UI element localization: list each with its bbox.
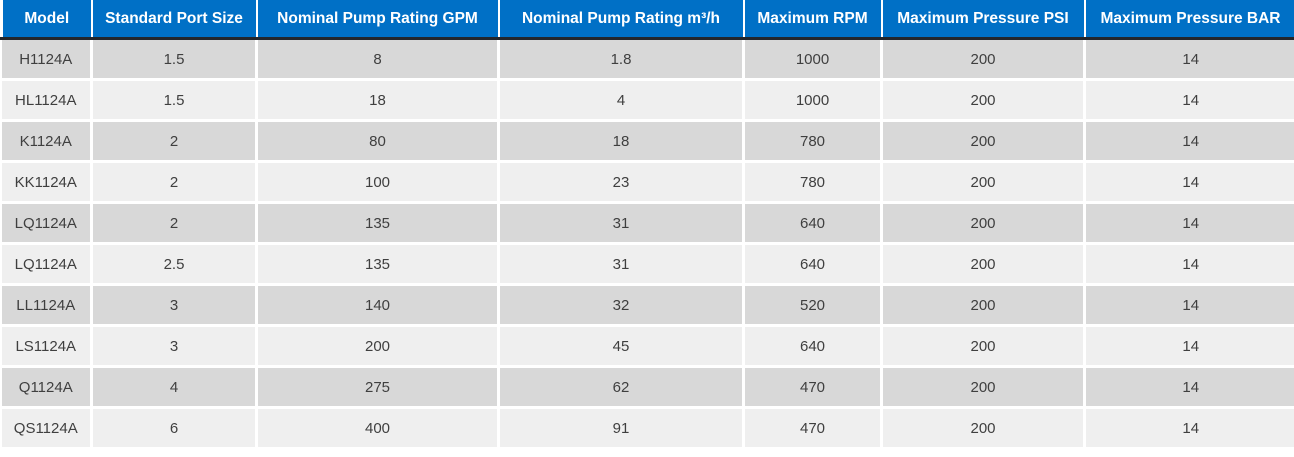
table-cell: 200 bbox=[881, 407, 1086, 450]
table-cell: 14 bbox=[1084, 325, 1294, 368]
table-row: HL1124A 1.5 18 4 1000 200 14 bbox=[1, 79, 1294, 122]
table-cell: 470 bbox=[743, 366, 883, 409]
table-header: Model Standard Port Size Nominal Pump Rati… bbox=[0, 0, 1294, 40]
table-cell: 14 bbox=[1084, 407, 1294, 450]
table-cell: 135 bbox=[256, 243, 500, 286]
table-body: H1124A 1.5 8 1.8 1000 200 14 HL1124A 1.5 18 4 1000 2… bbox=[1, 38, 1294, 450]
model-cell: LQ1124A bbox=[1, 243, 93, 286]
table-row: LL1124A 3 140 32 520 200 14 bbox=[1, 284, 1294, 327]
table-row: QS1124A 6 400 91 470 200 14 bbox=[1, 407, 1294, 450]
table-cell: 1.5 bbox=[91, 38, 258, 81]
table-cell: 2.5 bbox=[91, 243, 258, 286]
table-row: KK1124A 2 100 23 780 200 14 bbox=[1, 161, 1294, 204]
table-cell: 200 bbox=[881, 38, 1086, 81]
table-row: LS1124A 3 200 45 640 200 14 bbox=[1, 325, 1294, 368]
table-cell: 1000 bbox=[743, 79, 883, 122]
table-cell: 45 bbox=[498, 325, 745, 368]
table-row: H1124A 1.5 8 1.8 1000 200 14 bbox=[1, 38, 1294, 81]
table-cell: 200 bbox=[881, 202, 1086, 245]
table-cell: 135 bbox=[256, 202, 500, 245]
table-cell: 780 bbox=[743, 120, 883, 163]
table-cell: 18 bbox=[256, 79, 500, 122]
table-cell: 2 bbox=[91, 120, 258, 163]
table-cell: 14 bbox=[1084, 120, 1294, 163]
table-cell: 640 bbox=[743, 243, 883, 286]
table-cell: 200 bbox=[881, 366, 1086, 409]
model-cell: QS1124A bbox=[1, 407, 93, 450]
model-cell: LL1124A bbox=[1, 284, 93, 327]
table-row: K1124A 2 80 18 780 200 14 bbox=[1, 120, 1294, 163]
table-cell: 18 bbox=[498, 120, 745, 163]
table-cell: 640 bbox=[743, 325, 883, 368]
table-cell: 14 bbox=[1084, 202, 1294, 245]
table-cell: 200 bbox=[881, 325, 1086, 368]
table-row: Q1124A 4 275 62 470 200 14 bbox=[1, 366, 1294, 409]
table-cell: 1.5 bbox=[91, 79, 258, 122]
model-cell: K1124A bbox=[1, 120, 93, 163]
table-cell: 23 bbox=[498, 161, 745, 204]
table-cell: 14 bbox=[1084, 79, 1294, 122]
column-header-model: Model bbox=[0, 0, 93, 40]
table-cell: 31 bbox=[498, 202, 745, 245]
table-cell: 6 bbox=[91, 407, 258, 450]
table-cell: 520 bbox=[743, 284, 883, 327]
table-cell: 140 bbox=[256, 284, 500, 327]
model-cell: Q1124A bbox=[1, 366, 93, 409]
column-header-maximum-pressure-psi: Maximum Pressure PSI bbox=[881, 0, 1086, 40]
table-cell: 31 bbox=[498, 243, 745, 286]
table-cell: 14 bbox=[1084, 243, 1294, 286]
table-cell: 91 bbox=[498, 407, 745, 450]
table-cell: 200 bbox=[881, 120, 1086, 163]
model-cell: H1124A bbox=[1, 38, 93, 81]
table-cell: 32 bbox=[498, 284, 745, 327]
table-cell: 100 bbox=[256, 161, 500, 204]
table-cell: 1000 bbox=[743, 38, 883, 81]
table-cell: 780 bbox=[743, 161, 883, 204]
table-cell: 1.8 bbox=[498, 38, 745, 81]
table-cell: 640 bbox=[743, 202, 883, 245]
table-cell: 200 bbox=[881, 284, 1086, 327]
table-cell: 200 bbox=[256, 325, 500, 368]
table-row: LQ1124A 2.5 135 31 640 200 14 bbox=[1, 243, 1294, 286]
column-header-nominal-pump-rating-m3h: Nominal Pump Rating m³/h bbox=[498, 0, 745, 40]
column-header-nominal-pump-rating-gpm: Nominal Pump Rating GPM bbox=[256, 0, 500, 40]
header-row: Model Standard Port Size Nominal Pump Rati… bbox=[0, 0, 1294, 40]
column-header-standard-port-size: Standard Port Size bbox=[91, 0, 258, 40]
column-header-maximum-pressure-bar: Maximum Pressure BAR bbox=[1084, 0, 1294, 40]
table-cell: 4 bbox=[91, 366, 258, 409]
table-cell: 275 bbox=[256, 366, 500, 409]
table-cell: 2 bbox=[91, 202, 258, 245]
table-cell: 14 bbox=[1084, 38, 1294, 81]
model-cell: HL1124A bbox=[1, 79, 93, 122]
table-cell: 8 bbox=[256, 38, 500, 81]
model-cell: LQ1124A bbox=[1, 202, 93, 245]
table-cell: 80 bbox=[256, 120, 500, 163]
table-cell: 470 bbox=[743, 407, 883, 450]
model-cell: KK1124A bbox=[1, 161, 93, 204]
table-cell: 400 bbox=[256, 407, 500, 450]
table-cell: 62 bbox=[498, 366, 745, 409]
table-cell: 200 bbox=[881, 161, 1086, 204]
table-cell: 200 bbox=[881, 79, 1086, 122]
table-cell: 3 bbox=[91, 325, 258, 368]
table-cell: 2 bbox=[91, 161, 258, 204]
model-cell: LS1124A bbox=[1, 325, 93, 368]
table-row: LQ1124A 2 135 31 640 200 14 bbox=[1, 202, 1294, 245]
table-cell: 200 bbox=[881, 243, 1086, 286]
table-cell: 3 bbox=[91, 284, 258, 327]
table-cell: 14 bbox=[1084, 366, 1294, 409]
table-cell: 14 bbox=[1084, 161, 1294, 204]
column-header-maximum-rpm: Maximum RPM bbox=[743, 0, 883, 40]
table-cell: 14 bbox=[1084, 284, 1294, 327]
table-cell: 4 bbox=[498, 79, 745, 122]
